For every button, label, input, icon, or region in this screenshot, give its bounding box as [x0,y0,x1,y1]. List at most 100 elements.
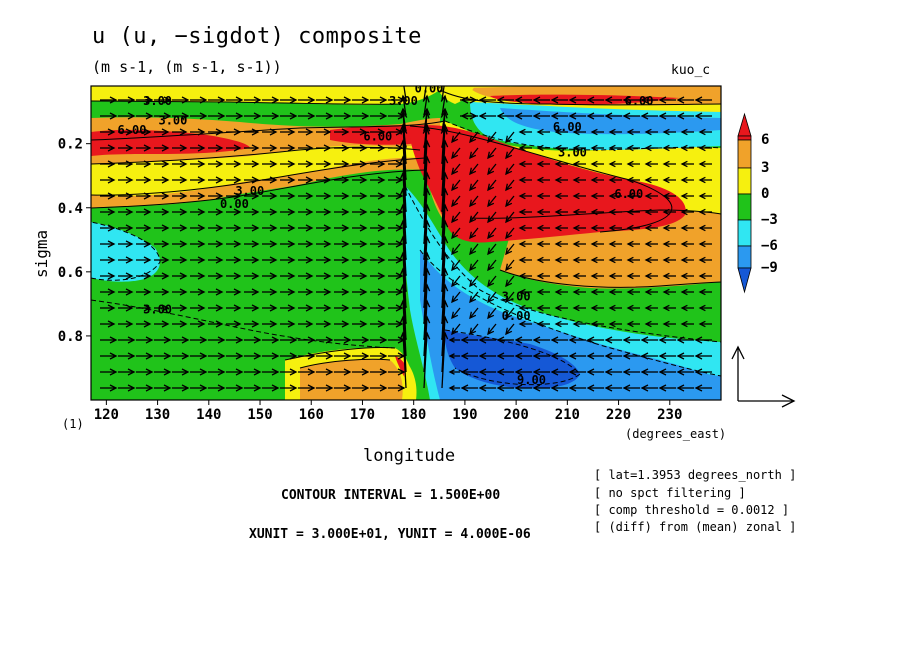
vector-arrow-585 [532,352,550,360]
vector-arrow-397 [316,272,332,280]
vector-arrow-491 [118,320,134,328]
vector-arrow-45 [280,112,298,120]
vector-arrow-60 [532,112,550,120]
vector-arrow-32 [658,96,676,104]
vector-arrow-615 [448,369,460,375]
vector-arrow-362 [316,256,332,264]
vector-arrow-520 [626,320,640,328]
vector-arrow-35 [100,112,118,120]
vector-arrow-109 [172,144,188,152]
vector-arrow-216 [208,192,224,200]
vector-arrow-237 [572,192,586,200]
vector-arrow-298 [423,171,431,229]
vector-arrow-1 [118,96,136,104]
vector-arrow-386 [118,272,134,280]
vector-arrow-92 [487,131,497,144]
contour-label-3: 6.00 [118,123,147,137]
vector-arrow-427 [226,288,242,296]
vector-arrow-443 [505,291,515,304]
vector-arrow-565 [190,352,208,360]
vector-arrow-327 [316,240,332,248]
vector-arrow-212 [136,192,152,200]
vector-arrow-456 [118,304,134,312]
vector-arrow-380 [626,256,640,264]
vector-arrow-112 [226,144,242,152]
vector-arrow-372 [487,259,497,272]
vector-arrow-332 [399,187,407,245]
vector-arrow-508 [423,267,431,325]
vector-arrow-229 [441,139,449,197]
vector-arrow-418 [680,272,694,280]
vector-arrow-577 [399,299,407,357]
vector-arrow-449 [608,288,622,296]
vector-arrow-278 [680,208,694,216]
vector-arrow-552 [568,336,586,344]
vector-arrow-587 [568,352,586,360]
vector-arrow-78 [244,128,260,136]
vector-arrow-230 [451,195,461,208]
vector-arrow-21 [460,96,478,104]
vector-arrow-492 [136,320,152,328]
vector-arrow-475 [451,307,461,320]
panel-label: (1) [62,417,84,431]
vector-arrow-572 [316,352,334,360]
vector-arrow-72 [136,128,152,136]
vector-arrow-118 [334,144,350,152]
vector-arrow-608 [334,368,352,376]
vector-arrow-103 [680,128,694,136]
vector-arrow-150 [280,160,296,168]
vector-arrow-195 [451,179,461,192]
vector-arrow-301 [469,227,479,240]
vector-arrow-335 [451,243,461,256]
vector-arrow-560 [100,352,118,360]
vector-arrow-69 [694,112,712,120]
vector-arrow-286 [208,224,224,232]
vector-arrow-23 [496,96,514,104]
vector-arrow-108 [154,144,170,152]
vector-arrow-323 [244,240,260,248]
vector-arrow-355 [190,256,206,264]
vector-arrow-592 [658,352,676,360]
vector-arrow-464 [262,304,278,312]
vector-arrow-364 [352,256,368,264]
vector-arrow-540 [370,336,388,344]
colorbar-segment-5 [737,219,752,247]
vector-arrow-17 [400,86,407,101]
vector-arrow-204 [608,176,622,184]
vector-arrow-85 [370,128,386,136]
vector-arrow-591 [640,352,658,360]
vector-arrow-488 [680,304,694,312]
vector-arrow-594 [694,352,712,360]
vector-arrow-28 [586,96,604,104]
vector-arrow-481 [554,304,568,312]
vector-arrow-513 [505,323,515,336]
vector-arrow-137 [662,144,676,152]
vector-arrow-165 [536,160,550,168]
vector-arrow-408 [505,275,515,288]
vector-arrow-641 [298,384,316,392]
vector-arrow-312 [662,224,676,232]
contour-labels: 3.00 3.000.006.003.006.006.006.003.003.00… [118,86,654,387]
contour-label-4: 3.00 [158,113,187,127]
vector-arrow-546 [460,336,478,344]
vector-arrow-523 [680,320,694,328]
vector-arrow-441 [469,291,479,304]
vector-arrow-510 [451,323,461,336]
vector-arrow-411 [554,272,568,280]
vector-arrow-66 [640,112,658,120]
vector-arrow-517 [572,320,586,328]
vector-arrow-559 [694,336,712,344]
vector-arrow-385 [100,272,116,280]
vector-arrow-375 [536,256,550,264]
vector-arrow-169 [608,160,622,168]
vector-arrow-116 [298,144,314,152]
vector-arrow-228 [423,139,431,197]
vector-arrow-543 [423,283,431,341]
vector-arrow-95 [536,128,550,136]
vector-arrow-624 [604,368,622,376]
vector-arrow-42 [226,112,244,120]
vector-arrow-639 [262,384,280,392]
vector-arrow-472 [399,251,407,309]
vector-arrow-128 [505,147,515,160]
vector-arrow-84 [352,128,368,136]
